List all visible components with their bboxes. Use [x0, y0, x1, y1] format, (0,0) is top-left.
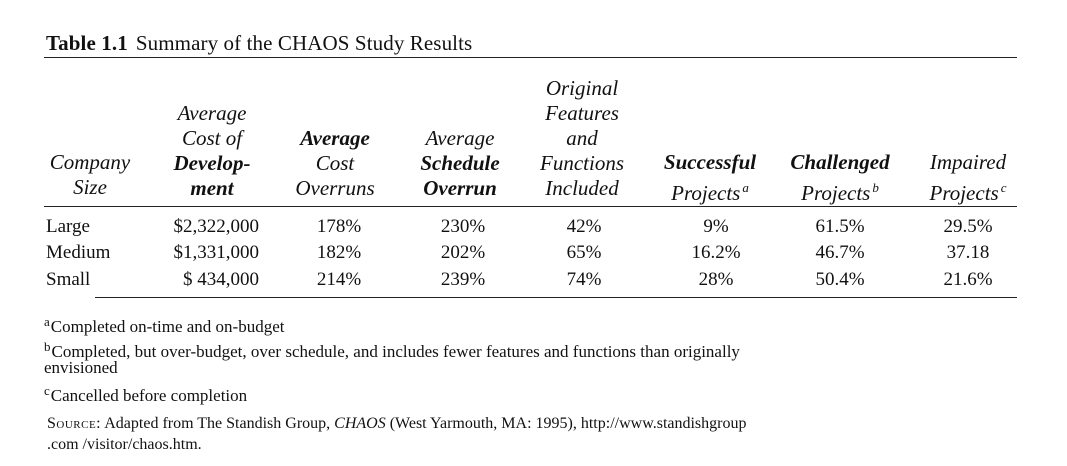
- cell-overruns: 178%: [316, 216, 362, 237]
- cell-features: 65%: [566, 242, 602, 263]
- cell-size: Medium: [46, 242, 111, 263]
- cell-overruns: 214%: [316, 269, 362, 290]
- cell-successful: 9%: [703, 216, 729, 237]
- header-cost-overruns: Average Cost Overruns: [295, 126, 375, 200]
- cell-size: Large: [46, 216, 90, 237]
- cell-size: Small: [46, 269, 91, 290]
- cell-impaired: 37.18: [946, 242, 990, 263]
- source-label: Source:: [47, 415, 102, 432]
- cell-challenged: 50.4%: [815, 269, 865, 290]
- header-company-size: Company Size: [49, 150, 131, 199]
- footnote-marker-b: b: [872, 180, 879, 195]
- footnote-a: aCompleted on-time and on-budget: [44, 314, 285, 336]
- cell-impaired: 21.6%: [943, 269, 993, 290]
- top-rule: [44, 57, 1017, 58]
- header-schedule-overrun: Average Schedule Overrun: [420, 126, 500, 200]
- table-caption: Table 1.1 Summary of the CHAOS Study Resu…: [46, 31, 472, 56]
- cell-overruns: 182%: [316, 242, 362, 263]
- header-average-cost: Average Cost of Develop- ment: [173, 101, 251, 200]
- bottom-rule: [95, 297, 1017, 298]
- source-line-continued: .com /visitor/chaos.htm.: [47, 436, 202, 453]
- cell-cost: $1,331,000: [173, 242, 260, 263]
- header-impaired-projects: Impaired Projects c: [929, 150, 1007, 205]
- table-number: Table 1.1: [46, 31, 128, 55]
- cell-schedule: 202%: [440, 242, 486, 263]
- header-rule: [44, 206, 1017, 207]
- footnote-marker-a: a: [742, 180, 749, 195]
- header-successful-projects: Successful Projects a: [663, 150, 757, 205]
- cell-challenged: 46.7%: [815, 242, 865, 263]
- cell-successful: 28%: [698, 269, 734, 290]
- source-line: Source: Adapted from The Standish Group,…: [47, 415, 747, 432]
- cell-impaired: 29.5%: [943, 216, 993, 237]
- cell-cost: $ 434,000: [183, 269, 259, 290]
- cell-successful: 16.2%: [691, 242, 741, 263]
- header-challenged-projects: Challenged Projects b: [790, 150, 890, 205]
- table-title: Summary of the CHAOS Study Results: [135, 31, 473, 55]
- cell-features: 74%: [566, 269, 602, 290]
- footnote-c: cCancelled before completion: [44, 383, 248, 405]
- cell-cost: $2,322,000: [173, 216, 260, 237]
- footnote-b: bCompleted, but over-budget, over schedu…: [44, 339, 740, 361]
- header-original-features: Original Features and Functions Included: [540, 76, 624, 200]
- source-title: CHAOS: [334, 415, 386, 432]
- footnote-marker-c: c: [1000, 180, 1007, 195]
- cell-challenged: 61.5%: [815, 216, 865, 237]
- footnote-b-continued: envisioned: [44, 358, 118, 377]
- cell-schedule: 239%: [440, 269, 486, 290]
- cell-features: 42%: [566, 216, 602, 237]
- cell-schedule: 230%: [440, 216, 486, 237]
